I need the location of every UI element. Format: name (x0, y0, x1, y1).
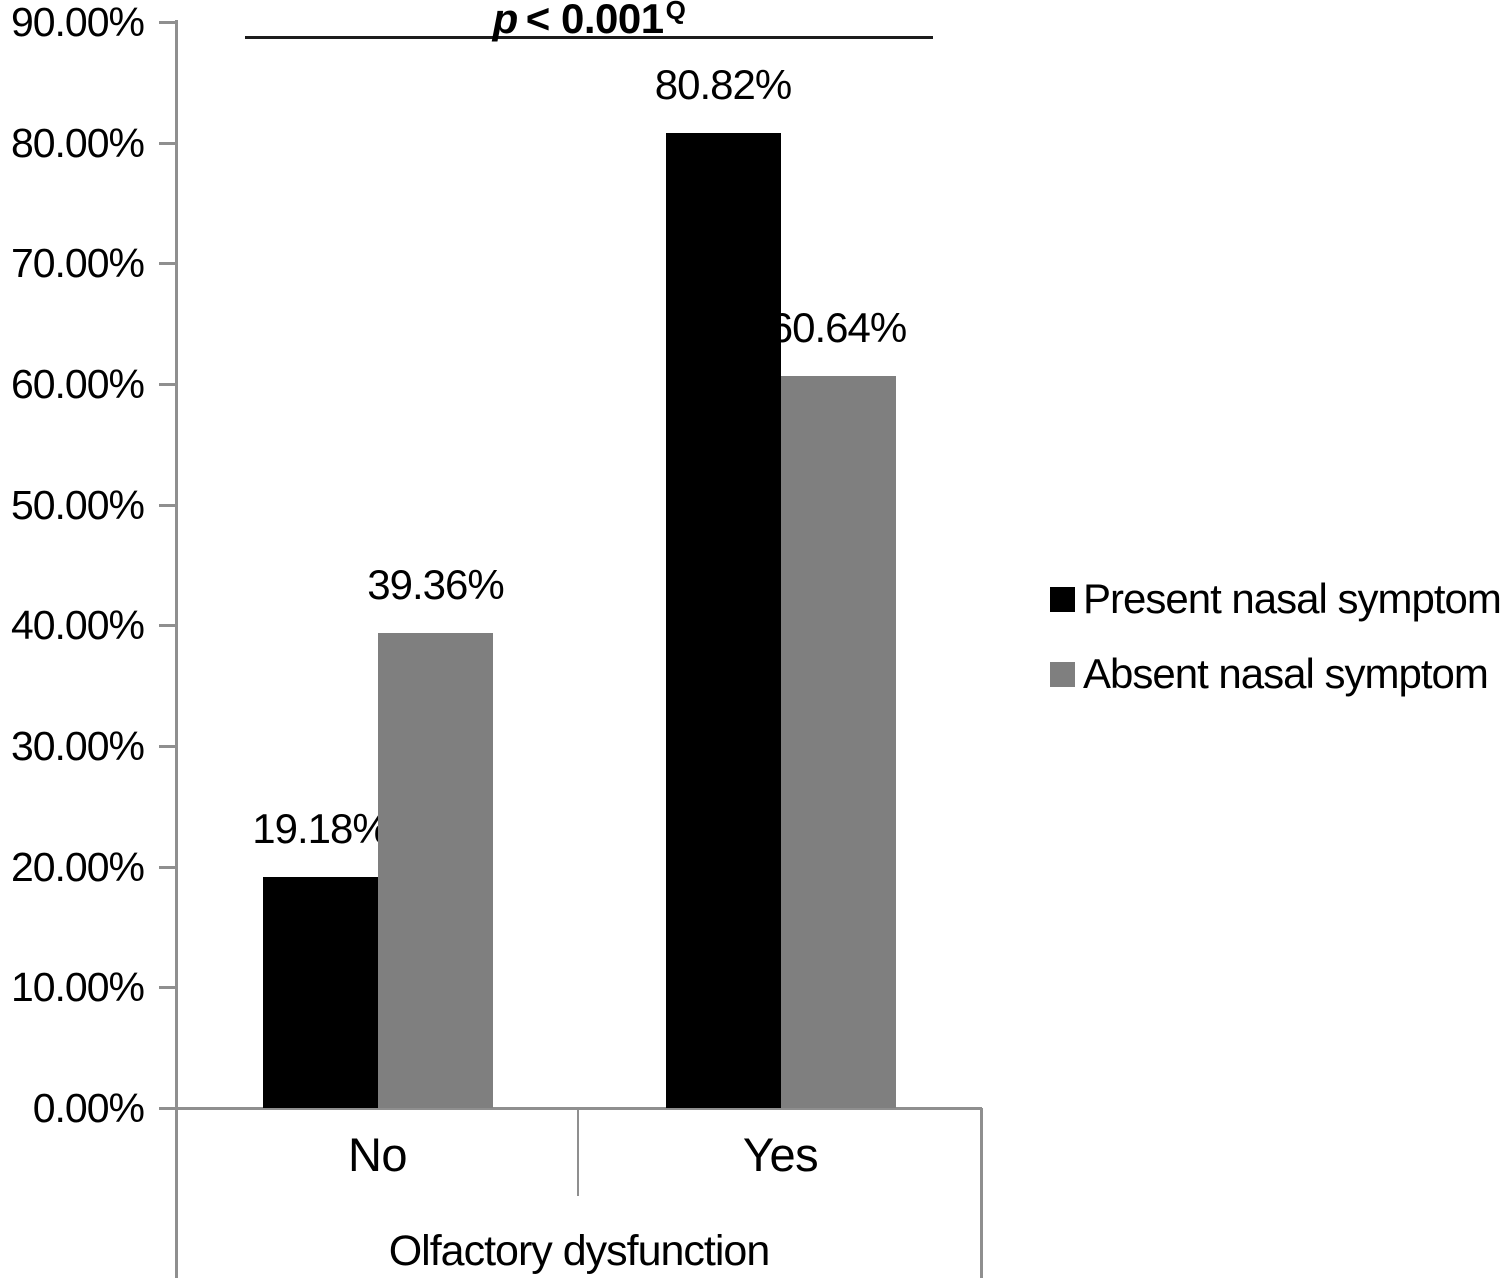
category-label-no: No (347, 1127, 408, 1181)
bar-value-label: 60.64% (769, 304, 907, 352)
y-axis-tick-label: 50.00% (10, 481, 145, 528)
legend: Present nasal symptom Absent nasal sympt… (1050, 578, 1502, 736)
legend-item-absent: Absent nasal symptom (1050, 653, 1501, 695)
p-value-annotation: p < 0.001Q (245, 0, 933, 44)
y-axis-tick-label: 80.00% (10, 119, 145, 166)
bar-value-label: 39.36% (367, 561, 504, 609)
significance-bracket-line (245, 36, 933, 39)
y-axis-tick-mark (159, 262, 176, 266)
p-value-footnote-superscript: Q (665, 0, 686, 25)
y-axis-tick-mark (159, 745, 176, 748)
bar-no-absent-nasal-symptom: 39.36% (367, 564, 505, 1108)
y-axis-tick-label: 90.00% (10, 0, 145, 45)
y-axis-tick-label: 60.00% (10, 361, 145, 407)
y-axis-line (175, 20, 178, 1278)
p-value-symbol: p (492, 0, 519, 42)
legend-label-present: Present nasal symptom (1083, 575, 1502, 622)
p-value-comparison: < 0.001 (525, 0, 664, 42)
bar-yes-absent-nasal-symptom: 60.64% (770, 307, 907, 1108)
bar-yes-present-nasal-symptom: 80.82% (655, 63, 792, 1108)
y-axis-tick-mark (159, 865, 176, 869)
bar-no-present-nasal-symptom: 19.18% (252, 807, 390, 1108)
y-axis-tick-label: 0.00% (32, 1085, 145, 1131)
legend-item-present: Present nasal symptom (1050, 578, 1502, 620)
bar-value-label: 80.82% (654, 60, 792, 108)
x-axis-title: Olfactory dysfunction (388, 1227, 771, 1275)
y-axis-tick-mark (159, 383, 176, 386)
y-axis-tick-label: 70.00% (10, 240, 145, 287)
y-axis-tick-mark (159, 21, 176, 24)
legend-swatch (1050, 586, 1075, 612)
y-axis-tick-label: 40.00% (10, 602, 145, 649)
category-label-yes: Yes (742, 1127, 819, 1181)
legend-label-absent: Absent nasal symptom (1083, 650, 1489, 697)
bar-value-label: 19.18% (252, 804, 389, 852)
y-axis-tick-label: 10.00% (10, 964, 145, 1011)
y-axis-tick-mark (159, 624, 176, 628)
y-axis-tick-mark (159, 986, 176, 990)
y-axis-tick-label: 30.00% (10, 723, 145, 769)
category-divider-line (577, 1110, 579, 1196)
y-axis-tick-label: 20.00% (10, 843, 145, 890)
legend-swatch (1050, 661, 1075, 687)
y-axis-tick-mark (159, 141, 176, 145)
y-axis-labels: 90.00% 80.00% 70.00% 60.00% 50.00% 40.00% 30.0… (0, 0, 148, 1283)
category-table-right-border (980, 1108, 983, 1278)
y-axis-tick-mark (159, 503, 176, 507)
x-axis-line (159, 1107, 982, 1110)
